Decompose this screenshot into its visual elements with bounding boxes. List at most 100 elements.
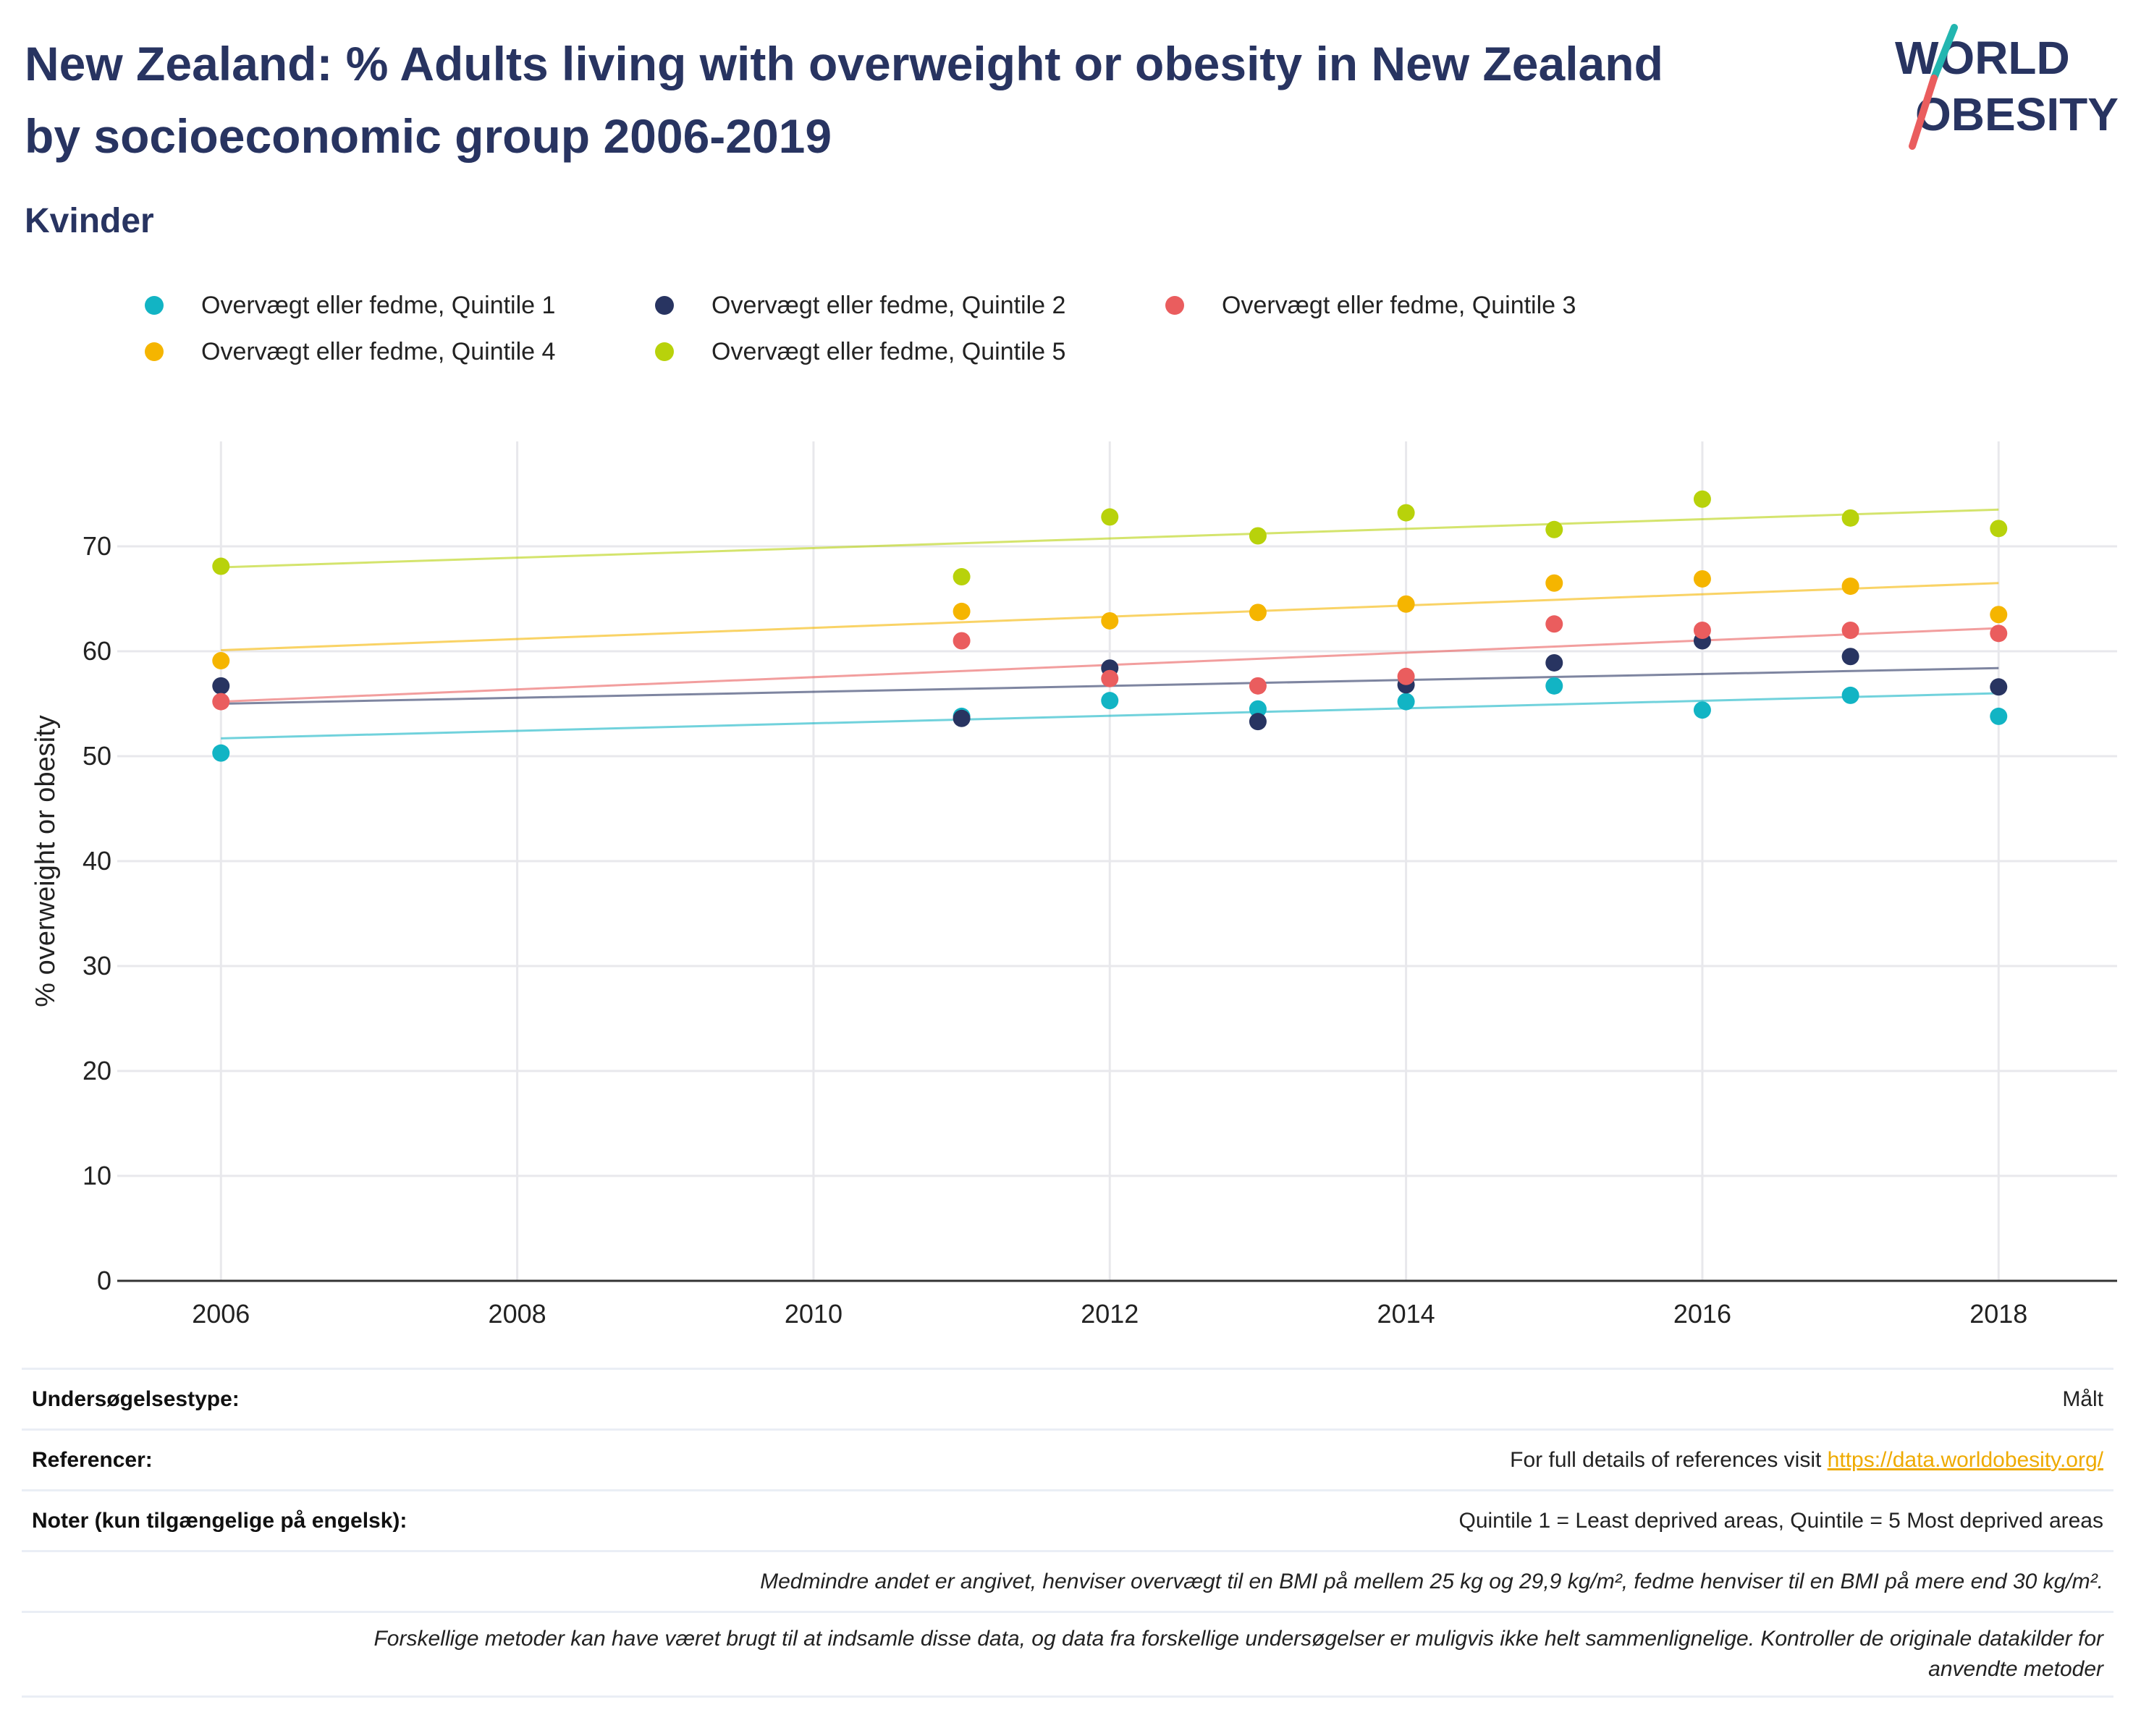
trendline-quintile-1: [221, 692, 1999, 740]
definition-note-row: Medmindre andet er angivet, henviser ove…: [22, 1550, 2113, 1611]
data-point-quintile-1: [1693, 701, 1711, 719]
x-tick-label: 2010: [785, 1299, 843, 1329]
legend-label-quintile-5: Overvægt eller fedme, Quintile 5: [711, 337, 1066, 365]
notes-label: Noter (kun tilgængelige på engelsk):: [32, 1508, 407, 1533]
survey-type-row: Undersøgelsestype: Målt: [22, 1368, 2113, 1428]
data-point-quintile-4: [1249, 604, 1267, 622]
data-point-quintile-3: [212, 693, 230, 711]
legend-marker-quintile-1: [145, 296, 164, 315]
page-title: New Zealand: % Adults living with overwe…: [25, 37, 1663, 163]
data-point-quintile-5: [1101, 508, 1119, 526]
data-point-quintile-5: [1841, 509, 1859, 527]
data-point-quintile-3: [1249, 677, 1267, 695]
data-point-quintile-2: [953, 709, 971, 727]
data-point-quintile-2: [1841, 648, 1859, 666]
logo-slash-teal: [1930, 24, 1958, 82]
y-tick-label: 10: [83, 1161, 111, 1190]
data-point-quintile-1: [1397, 693, 1415, 711]
legend-item-quintile-4[interactable]: Overvægt eller fedme, Quintile 4: [145, 334, 655, 369]
data-point-quintile-5: [1397, 504, 1415, 522]
legend-label-quintile-3: Overvægt eller fedme, Quintile 3: [1222, 291, 1576, 319]
data-point-quintile-1: [1249, 700, 1267, 718]
y-tick-label: 70: [83, 531, 111, 561]
y-tick-label: 40: [83, 846, 111, 876]
scatter-chart: 2006 2008 2010 2012 2014 2016 2018 0 10 20 30 40 50 6…: [30, 441, 2117, 1329]
data-point-quintile-3: [1545, 615, 1563, 633]
references-row: Referencer: For full details of referenc…: [22, 1428, 2113, 1489]
data-point-quintile-1: [1101, 692, 1119, 710]
data-point-quintile-5: [1545, 520, 1563, 538]
y-axis-title: % overweight or obesity: [30, 715, 61, 1007]
data-point-quintile-4: [212, 652, 230, 670]
data-point-quintile-3: [1990, 624, 2008, 643]
y-tick-label: 60: [83, 636, 111, 666]
data-point-quintile-3: [1841, 622, 1859, 639]
data-point-quintile-1: [1545, 677, 1563, 695]
survey-type-label: Undersøgelsestype:: [32, 1386, 240, 1411]
definition-note: Medmindre andet er angivet, henviser ove…: [760, 1569, 2103, 1593]
methods-note: Forskellige metoder kan have været brugt…: [373, 1624, 2103, 1685]
data-point-quintile-5: [212, 557, 230, 575]
references-value: For full details of references visit htt…: [1510, 1448, 2103, 1473]
legend-item-quintile-3[interactable]: Overvægt eller fedme, Quintile 3: [1165, 288, 1676, 323]
data-point-quintile-1: [212, 744, 230, 762]
data-point-quintile-4: [1841, 577, 1859, 596]
data-point-quintile-1: [1841, 686, 1859, 704]
legend-item-quintile-2[interactable]: Overvægt eller fedme, Quintile 2: [655, 288, 1165, 323]
data-point-quintile-3: [1101, 669, 1119, 687]
data-point-quintile-2: [212, 677, 230, 695]
legend-item-quintile-5[interactable]: Overvægt eller fedme, Quintile 5: [655, 334, 1165, 369]
data-point-quintile-4: [953, 602, 971, 620]
logo-text-world: WORLD: [1895, 32, 2070, 84]
data-point-quintile-2: [1545, 653, 1563, 672]
trendline-quintile-5: [221, 508, 1999, 569]
notes-row: Noter (kun tilgængelige på engelsk): Qui…: [22, 1489, 2113, 1550]
x-tick-label: 2014: [1377, 1299, 1435, 1329]
methods-note-line-2: anvendte metoder: [1928, 1657, 2103, 1681]
legend-marker-quintile-4: [145, 342, 164, 361]
data-point-quintile-5: [1693, 490, 1711, 508]
data-point-quintile-4: [1101, 611, 1119, 630]
data-point-quintile-2: [1990, 678, 2008, 696]
logo-text-obesity: OBESITY: [1915, 88, 2119, 140]
data-point-quintile-4: [1545, 574, 1563, 592]
references-link[interactable]: https://data.worldobesity.org/: [1827, 1447, 2103, 1472]
page-subtitle: Kvinder: [25, 202, 154, 240]
x-tick-label: 2016: [1673, 1299, 1731, 1329]
methods-note-row: Forskellige metoder kan have været brugt…: [22, 1611, 2113, 1698]
x-tick-label: 2018: [1969, 1299, 2027, 1329]
data-point-quintile-5: [1249, 527, 1267, 545]
methods-note-line-1: Forskellige metoder kan have været brugt…: [373, 1627, 2103, 1651]
references-prefix: For full details of references visit: [1510, 1447, 1828, 1472]
data-point-quintile-2: [1249, 713, 1267, 731]
legend-label-quintile-2: Overvægt eller fedme, Quintile 2: [711, 291, 1066, 319]
data-point-quintile-4: [1693, 570, 1711, 588]
data-point-quintile-3: [953, 632, 971, 650]
notes-value: Quintile 1 = Least deprived areas, Quint…: [1458, 1508, 2103, 1533]
legend-label-quintile-1: Overvægt eller fedme, Quintile 1: [201, 291, 556, 319]
data-point-quintile-3: [1693, 622, 1711, 639]
legend-marker-quintile-5: [655, 342, 674, 361]
legend-label-quintile-4: Overvægt eller fedme, Quintile 4: [201, 337, 556, 365]
data-point-quintile-1: [1990, 707, 2008, 725]
data-point-quintile-3: [1397, 667, 1415, 685]
references-label: Referencer:: [32, 1447, 153, 1472]
legend-marker-quintile-2: [655, 296, 674, 315]
data-point-quintile-4: [1397, 595, 1415, 613]
data-point-quintile-4: [1990, 606, 2008, 624]
logo-slash-red: [1909, 75, 1938, 150]
world-obesity-logo: WORLD OBESITY: [1895, 24, 2119, 150]
y-tick-label: 0: [97, 1266, 111, 1295]
x-tick-label: 2006: [192, 1299, 250, 1329]
y-tick-label: 50: [83, 741, 111, 771]
info-table: Undersøgelsestype: Målt Referencer: For …: [22, 1368, 2113, 1698]
chart-legend: Overvægt eller fedme, Quintile 1 Overvæg…: [145, 288, 1737, 369]
x-tick-label: 2012: [1081, 1299, 1139, 1329]
y-tick-label: 20: [83, 1056, 111, 1085]
legend-marker-quintile-3: [1165, 296, 1184, 315]
survey-type-value: Målt: [2062, 1386, 2103, 1411]
legend-item-quintile-1[interactable]: Overvægt eller fedme, Quintile 1: [145, 288, 655, 323]
data-point-quintile-5: [953, 568, 971, 586]
y-tick-label: 30: [83, 951, 111, 981]
x-tick-label: 2008: [489, 1299, 546, 1329]
